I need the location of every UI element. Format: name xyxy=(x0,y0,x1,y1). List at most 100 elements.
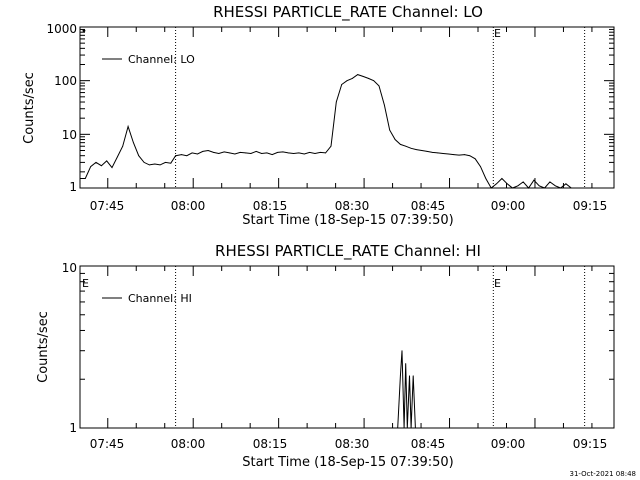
data-point xyxy=(181,154,182,155)
y-tick-labels: 1000 100 10 1 xyxy=(46,22,77,194)
y-tick-label: 10 xyxy=(62,261,77,275)
data-point xyxy=(410,147,412,149)
x-tick-label: 09:15 xyxy=(573,437,608,451)
data-point xyxy=(271,154,273,155)
x-tick-label: 09:15 xyxy=(573,199,608,213)
x-tick-label: 09:00 xyxy=(491,199,526,213)
data-point xyxy=(175,155,176,157)
x-tick-label: 08:30 xyxy=(335,437,370,451)
data-point xyxy=(170,162,172,164)
legend: Channel: LO xyxy=(102,53,195,66)
data-point xyxy=(116,156,118,158)
data-point xyxy=(234,153,236,155)
data-point xyxy=(512,187,513,189)
data-point xyxy=(266,152,268,154)
data-point xyxy=(282,151,284,153)
data-point xyxy=(544,187,545,189)
data-point xyxy=(506,183,508,185)
x-tick-label: 08:30 xyxy=(335,199,370,213)
data-point xyxy=(100,165,102,167)
data-point xyxy=(409,375,410,377)
x-tick-label: 08:45 xyxy=(411,437,446,451)
data-point xyxy=(401,350,403,352)
data-point xyxy=(127,126,129,127)
footer-timestamp: 31-Oct-2021 08:48 xyxy=(570,470,636,478)
data-point xyxy=(245,152,246,154)
data-point xyxy=(565,183,567,185)
event-marker-label: E xyxy=(82,277,89,290)
data-point xyxy=(106,160,108,162)
data-point xyxy=(378,85,380,87)
x-tick-label: 08:45 xyxy=(411,199,446,213)
data-point xyxy=(357,74,359,75)
data-point xyxy=(213,152,214,153)
data-point xyxy=(207,150,209,151)
x-tick-label: 08:00 xyxy=(171,437,206,451)
data-point xyxy=(410,427,412,429)
data-point xyxy=(397,427,399,429)
data-point xyxy=(341,84,343,85)
data-point xyxy=(432,152,433,153)
data-point xyxy=(223,151,225,153)
data-point xyxy=(405,363,407,364)
data-point xyxy=(528,187,529,189)
data-point xyxy=(90,166,92,168)
data-point xyxy=(138,155,140,157)
y-tick-labels: 10 1 xyxy=(62,261,77,435)
data-point xyxy=(464,154,465,155)
data-point xyxy=(469,155,471,157)
x-axis-label: Start Time (18-Sep-15 07:39:50) xyxy=(242,455,453,470)
data-point xyxy=(154,163,156,165)
data-point xyxy=(406,427,408,429)
data-point xyxy=(191,152,193,154)
data-point xyxy=(485,178,487,179)
plot-frame xyxy=(79,26,615,189)
panel-hi: RHESSI PARTICLE_RATE Channel: HI Counts/… xyxy=(36,242,615,470)
data-point xyxy=(394,139,396,140)
legend-label: Channel: LO xyxy=(128,53,195,66)
data-point xyxy=(362,76,364,77)
data-point xyxy=(448,153,449,155)
data-point xyxy=(287,152,289,154)
data-point xyxy=(416,149,417,150)
data-point xyxy=(517,185,519,187)
y-axis-label: Counts/sec xyxy=(22,72,37,144)
data-point xyxy=(389,129,391,131)
data-point xyxy=(560,187,561,189)
data-point xyxy=(581,187,583,189)
data-point xyxy=(538,185,540,187)
chart-title: RHESSI PARTICLE_RATE Channel: HI xyxy=(215,242,481,261)
data-point xyxy=(522,181,524,183)
data-point xyxy=(319,152,321,153)
panel-hi-marks xyxy=(80,266,614,429)
data-point xyxy=(309,152,311,153)
legend-label: Channel: HI xyxy=(128,292,192,305)
data-point xyxy=(239,152,241,153)
y-tick-label: 1 xyxy=(69,421,77,435)
data-point xyxy=(373,80,375,82)
data-point xyxy=(325,152,327,154)
data-point xyxy=(414,427,416,429)
data-point xyxy=(197,153,198,155)
x-tick-label: 08:00 xyxy=(171,199,206,213)
data-point xyxy=(570,187,572,189)
data-point xyxy=(79,178,81,179)
data-point xyxy=(426,151,428,152)
panel-lo-marks xyxy=(79,27,614,189)
data-point xyxy=(586,187,588,189)
event-marker-label: E xyxy=(494,277,501,290)
data-point xyxy=(400,375,401,377)
x-tick-label: 07:45 xyxy=(90,437,125,451)
data-point xyxy=(314,153,316,154)
legend: Channel: HI xyxy=(102,292,192,305)
data-point xyxy=(202,151,204,152)
y-tick-label: 1000 xyxy=(46,22,77,36)
x-tick-labels: 07:45 08:00 08:15 08:30 08:45 09:00 09:1… xyxy=(90,437,608,451)
data-point xyxy=(159,164,161,166)
data-point xyxy=(351,78,353,79)
data-point xyxy=(533,179,535,181)
data-point xyxy=(255,151,257,152)
data-point xyxy=(133,142,134,144)
data-point xyxy=(250,153,252,154)
